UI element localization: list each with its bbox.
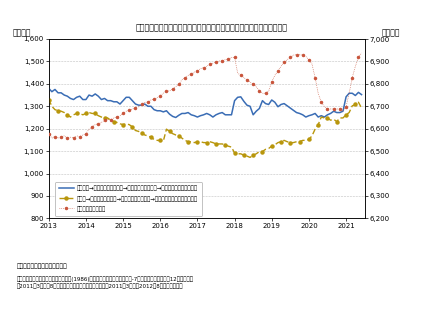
Text: （出所）総務省「労働力調査」: （出所）総務省「労働力調査」 [17, 264, 68, 269]
Text: （万人）: （万人） [382, 28, 401, 37]
Legend: 非労働力→労働力（「非労働力→就業」と「非労働力→失業」の合計）（左軸）, 労働力→非労働力（「就業→非労働力」と「失業→非労働力」の合計）（左軸）, 労働力人: 非労働力→労働力（「非労働力→就業」と「非労働力→失業」の合計）（左軸）, 労働… [55, 182, 202, 216]
Text: （注）各労働力の移動人数は、労働省(1986)の手法を参考に基本集計値ｉ-7票を加工し、算出した12か月累計値
（2011年3月から8月までの「労働力調査」中止: （注）各労働力の移動人数は、労働省(1986)の手法を参考に基本集計値ｉ-7票を… [17, 276, 194, 289]
Text: 図８：労働力人口の推移、労働力・非労働力間での労働力フローの推移: 図８：労働力人口の推移、労働力・非労働力間での労働力フローの推移 [136, 24, 288, 33]
Text: （万人）: （万人） [12, 28, 31, 37]
